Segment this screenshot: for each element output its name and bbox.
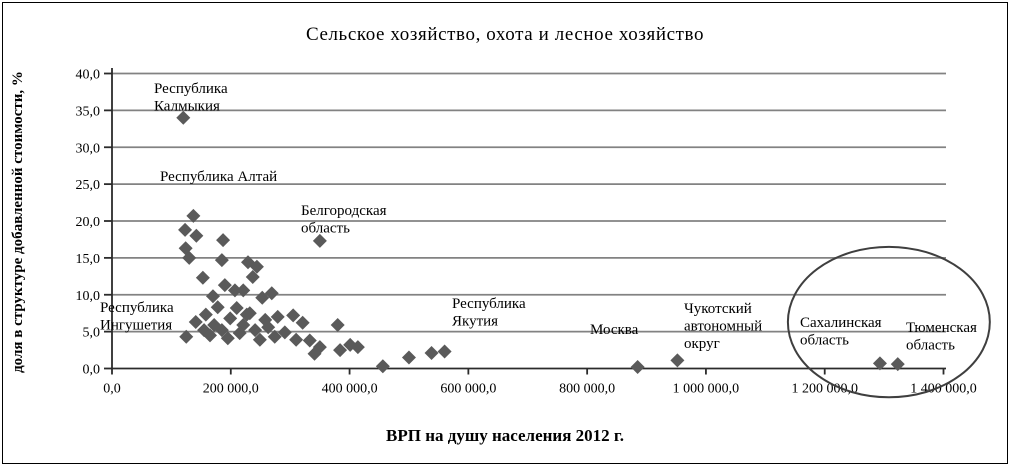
y-tick-label: 40,0 xyxy=(76,68,101,83)
y-tick-label: 5,0 xyxy=(83,326,101,341)
data-point xyxy=(220,331,235,346)
data-point xyxy=(330,317,345,332)
x-tick-label: 0,0 xyxy=(103,382,121,397)
annotation-ingushetia: Республика xyxy=(100,300,174,316)
data-point xyxy=(205,289,220,304)
data-point-kalmykia xyxy=(176,110,191,125)
annotation-chukotka: Чукотский xyxy=(684,301,752,317)
data-point-tyumen xyxy=(890,357,905,372)
data-point xyxy=(188,315,203,330)
data-point-ingushetia xyxy=(179,329,194,344)
data-point xyxy=(264,286,279,301)
x-tick-label: 400 000,0 xyxy=(322,382,378,397)
y-tick-label: 0,0 xyxy=(83,363,101,378)
data-point xyxy=(236,283,251,298)
annotation-chukotka: округ xyxy=(684,336,720,352)
y-tick-label: 10,0 xyxy=(76,289,101,304)
annotation-sakhalin: область xyxy=(800,333,849,349)
data-point xyxy=(214,253,229,268)
data-point xyxy=(350,340,365,355)
annotation-tyumen: область xyxy=(906,338,955,354)
data-point xyxy=(295,315,310,330)
data-point xyxy=(375,359,390,374)
x-tick-label: 600 000,0 xyxy=(440,382,496,397)
y-tick-label: 20,0 xyxy=(76,215,101,230)
x-tick-label: 800 000,0 xyxy=(559,382,615,397)
data-point-sakhalin xyxy=(872,356,887,371)
data-point xyxy=(289,332,304,347)
data-point-moscow xyxy=(630,360,645,375)
data-point xyxy=(227,283,242,298)
data-point xyxy=(312,340,327,355)
data-point xyxy=(217,278,232,293)
annotation-ingushetia: Ингушетия xyxy=(100,318,172,334)
data-point xyxy=(232,326,247,341)
data-point xyxy=(248,323,263,338)
data-point-altai xyxy=(186,208,201,223)
data-point xyxy=(401,350,416,365)
data-point xyxy=(252,332,267,347)
annotation-belgorod: область xyxy=(301,221,350,237)
x-tick-label: 200 000,0 xyxy=(203,382,259,397)
data-point xyxy=(302,333,317,348)
data-point xyxy=(210,300,225,315)
data-point xyxy=(277,325,292,340)
annotation-kalmykia: Калмыкия xyxy=(154,99,220,115)
data-point xyxy=(214,323,229,338)
data-point xyxy=(333,343,348,358)
annotation-kalmykia: Республика xyxy=(154,81,228,97)
x-axis-title: ВРП на душу населения 2012 г. xyxy=(386,426,624,445)
annotation-yakutia: Республика xyxy=(452,296,526,312)
annotation-moscow: Москва xyxy=(590,322,639,338)
data-point xyxy=(229,301,244,316)
y-tick-label: 25,0 xyxy=(76,178,101,193)
data-point-chukotka xyxy=(670,353,685,368)
data-point xyxy=(178,222,193,237)
data-point xyxy=(223,311,238,326)
data-point xyxy=(198,307,213,322)
y-tick-label: 30,0 xyxy=(76,141,101,156)
data-point-belgorod xyxy=(312,233,327,248)
data-point xyxy=(286,308,301,323)
data-point xyxy=(261,320,276,335)
data-point xyxy=(267,329,282,344)
data-point xyxy=(424,346,439,361)
annotation-tyumen: Тюменская xyxy=(906,320,977,336)
data-point xyxy=(216,233,231,248)
highlight-ellipse xyxy=(786,245,991,399)
x-tick-label: 1 000 000,0 xyxy=(673,382,740,397)
data-point xyxy=(245,270,260,285)
data-point xyxy=(270,309,285,324)
data-point xyxy=(202,328,217,343)
y-tick-label: 15,0 xyxy=(76,252,101,267)
annotation-yakutia: Якутия xyxy=(452,314,498,330)
x-tick-label: 1 200 000,0 xyxy=(791,382,858,397)
data-point-yakutia xyxy=(437,344,452,359)
chart-title: Сельское хозяйство, охота и лесное хозяй… xyxy=(305,24,705,45)
annotation-chukotka: автономный xyxy=(684,319,762,335)
annotation-sakhalin: Сахалинская xyxy=(800,315,882,331)
data-point xyxy=(249,259,264,274)
data-point xyxy=(242,306,257,321)
data-point xyxy=(182,250,197,265)
data-point xyxy=(195,270,210,285)
annotation-altai: Республика Алтай xyxy=(160,169,277,185)
annotation-belgorod: Белгородская xyxy=(301,203,387,219)
data-point xyxy=(189,228,204,243)
y-tick-label: 35,0 xyxy=(76,104,101,119)
